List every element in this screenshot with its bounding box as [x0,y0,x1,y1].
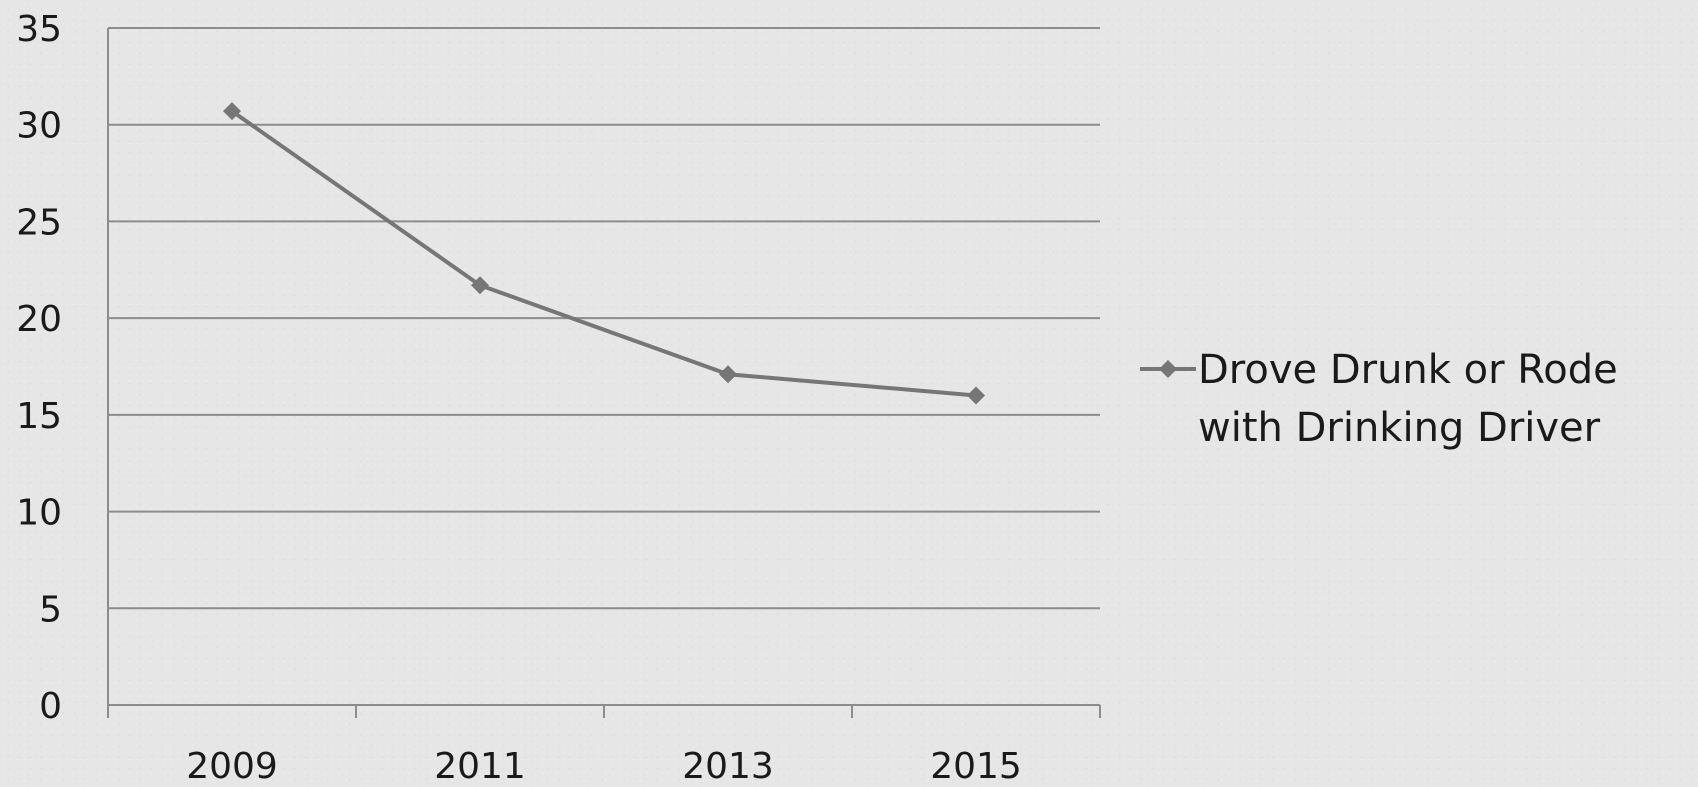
y-tick-label-30: 30 [16,106,62,147]
legend-label-line-2: with Drinking Driver [1198,405,1601,451]
legend-swatch-diamond [1159,360,1177,378]
x-tick-labels: 2009 2011 2013 2015 [186,746,1022,787]
axes [107,28,1101,718]
x-tick-label-2013: 2013 [682,746,774,787]
y-tick-label-35: 35 [16,9,62,50]
legend: Drove Drunk or Rode with Drinking Driver [1140,347,1618,451]
y-tick-labels: 0 5 10 15 20 25 30 35 [16,9,62,727]
gridlines [108,27,1100,610]
data-point-2009 [223,102,241,121]
data-point-2015 [967,386,985,405]
y-tick-label-10: 10 [16,493,62,534]
x-tick-label-2015: 2015 [930,746,1022,787]
data-point-2011 [471,276,489,295]
series-line-0 [230,109,977,398]
y-tick-label-5: 5 [39,589,62,630]
y-tick-label-0: 0 [39,686,62,727]
y-tick-label-20: 20 [16,299,62,340]
legend-label-line-1: Drove Drunk or Rode [1198,347,1618,393]
series-lines [230,109,977,398]
series-markers [223,102,985,405]
data-point-2013 [719,365,737,384]
y-tick-label-15: 15 [16,396,62,437]
y-tick-label-25: 25 [16,202,62,243]
x-tick-label-2011: 2011 [434,746,526,787]
x-tick-label-2009: 2009 [186,746,278,787]
